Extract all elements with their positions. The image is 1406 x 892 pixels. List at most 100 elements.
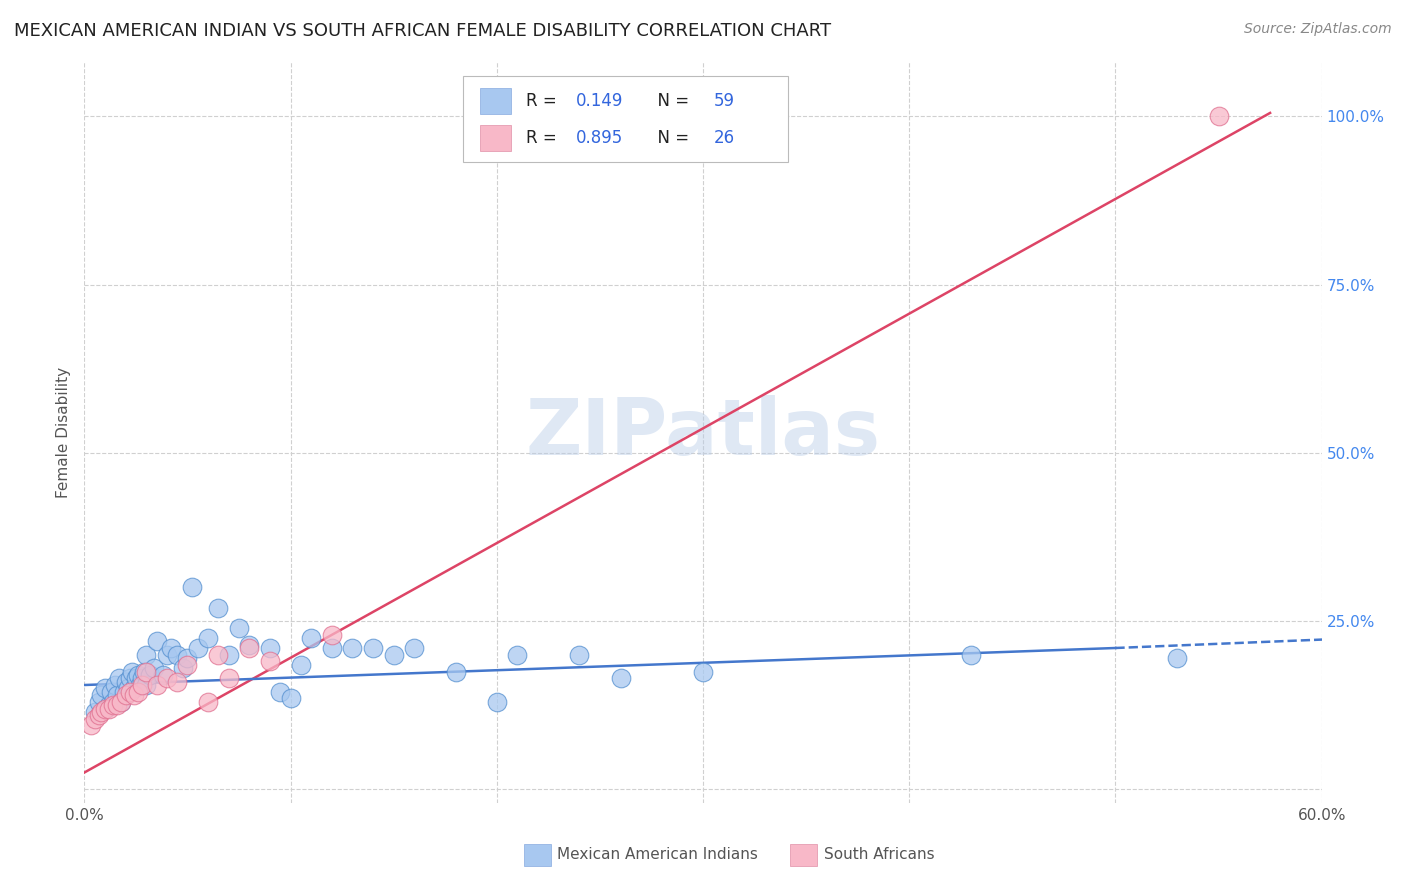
Point [139,668,162,682]
Point [112,685,135,699]
Point [114,674,136,689]
Point [180,581,202,595]
Point [94,701,117,715]
Point [1166,651,1188,665]
Point [259,655,281,669]
Point [79,718,101,732]
Point [166,648,188,662]
Point [960,648,983,662]
Bar [790,844,817,866]
Point [145,634,167,648]
Point [122,688,145,702]
Point [127,685,149,699]
Point [321,627,343,641]
Point [104,678,127,692]
Point [129,678,152,692]
Point [290,657,312,672]
Point [94,681,117,696]
Point [187,640,209,655]
Text: N =: N = [647,129,695,147]
Point [108,671,131,685]
Text: 26: 26 [714,129,735,147]
Point [131,678,153,692]
Point [160,640,183,655]
Point [238,640,260,655]
Text: ZIPatlas: ZIPatlas [526,394,880,471]
Point [156,648,179,662]
Point [118,685,141,699]
Point [166,674,188,689]
Point [269,685,291,699]
Point [121,665,143,679]
Text: 0.149: 0.149 [575,92,623,110]
Point [98,698,121,713]
Point [110,695,132,709]
Bar [481,125,512,152]
Point [444,665,467,679]
Point [1208,109,1230,123]
Point [98,701,121,715]
Text: 59: 59 [714,92,735,110]
Point [87,708,110,723]
Point [87,695,110,709]
Point [382,648,405,662]
Point [506,648,529,662]
Point [218,671,240,685]
Point [114,688,136,702]
Point [83,705,105,719]
Bar [481,87,512,114]
Point [238,638,260,652]
Point [156,671,179,685]
Bar [523,844,551,866]
Point [692,665,714,679]
Point [280,691,302,706]
Point [228,621,250,635]
Point [172,661,194,675]
Point [135,678,157,692]
Point [197,695,219,709]
Point [361,640,384,655]
Point [568,648,591,662]
Point [259,640,281,655]
Point [197,631,219,645]
Text: 0.895: 0.895 [575,129,623,147]
Point [127,668,149,682]
Point [94,701,117,715]
Point [321,640,343,655]
Y-axis label: Female Disability: Female Disability [56,367,72,499]
Point [131,671,153,685]
Point [176,657,198,672]
Point [485,695,508,709]
Text: R =: R = [526,129,562,147]
Point [218,648,240,662]
Text: MEXICAN AMERICAN INDIAN VS SOUTH AFRICAN FEMALE DISABILITY CORRELATION CHART: MEXICAN AMERICAN INDIAN VS SOUTH AFRICAN… [14,22,831,40]
Point [143,661,166,675]
Point [342,640,364,655]
Point [103,698,125,713]
Point [176,651,198,665]
Point [125,671,148,685]
Point [404,640,426,655]
Point [122,681,145,696]
Text: Mexican American Indians: Mexican American Indians [557,847,758,863]
Point [100,685,122,699]
Point [145,678,167,692]
Point [105,698,128,713]
Point [207,600,229,615]
Point [134,665,156,679]
Point [117,681,139,696]
Point [118,671,141,685]
Text: N =: N = [647,92,695,110]
Point [609,671,631,685]
Point [103,695,125,709]
Point [135,648,157,662]
Point [90,688,112,702]
Text: South Africans: South Africans [824,847,935,863]
Point [135,665,157,679]
FancyBboxPatch shape [463,76,789,161]
Text: Source: ZipAtlas.com: Source: ZipAtlas.com [1244,22,1392,37]
Point [207,648,229,662]
Point [110,695,132,709]
Point [105,688,128,702]
Point [299,631,322,645]
